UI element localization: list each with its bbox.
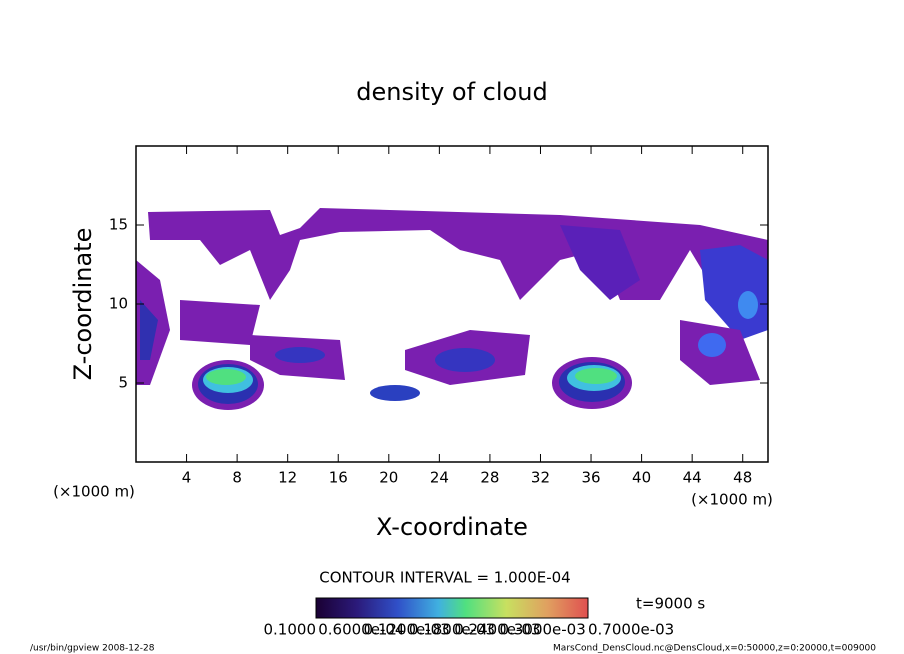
footer-left: /usr/bin/gpview 2008-12-28 bbox=[30, 644, 155, 654]
y-tick-label: 5 bbox=[118, 374, 128, 392]
x-tick-label: 40 bbox=[632, 469, 651, 487]
x-tick-label: 16 bbox=[329, 469, 348, 487]
x-tick-label: 48 bbox=[733, 469, 752, 487]
x-unit-right: (×1000 m) bbox=[691, 491, 773, 509]
y-tick-label: 15 bbox=[109, 216, 128, 234]
x-tick-label: 32 bbox=[531, 469, 550, 487]
x-tick-label: 20 bbox=[379, 469, 398, 487]
footer-right: MarsCond_DensCloud.nc@DensCloud,x=0:5000… bbox=[553, 644, 876, 654]
colorbar bbox=[315, 597, 589, 619]
colorbar-label: 0.3000e-03 bbox=[500, 621, 586, 639]
x-tick-label: 44 bbox=[683, 469, 702, 487]
y-axis-title: Z-coordinate bbox=[69, 228, 97, 381]
colorbar-label: 0.6000e-04 bbox=[318, 621, 404, 639]
x-unit-left: (×1000 m) bbox=[53, 483, 135, 501]
colorbar-labels: 0.1000 0.6000e-040.1200e-030.1800e-030.24… bbox=[264, 621, 675, 639]
colorbar-label: 0.1200e-03 bbox=[364, 621, 450, 639]
x-tick-label: 28 bbox=[480, 469, 499, 487]
x-tick-label: 12 bbox=[278, 469, 297, 487]
colorbar-label: 0.1000 bbox=[264, 621, 317, 639]
colorbar-label: 0.1800e-03 bbox=[409, 621, 495, 639]
contour-interval: CONTOUR INTERVAL = 1.000E-04 bbox=[319, 569, 570, 587]
chart-title: density of cloud bbox=[356, 78, 547, 106]
colorbar-label: 0.7000e-03 bbox=[588, 621, 674, 639]
x-tick-label: 36 bbox=[581, 469, 600, 487]
x-axis-title: X-coordinate bbox=[376, 513, 528, 541]
cloud-field bbox=[136, 208, 768, 410]
y-tick-label: 10 bbox=[109, 295, 128, 313]
x-tick-label: 24 bbox=[430, 469, 449, 487]
colorbar-label: 0.2400e-03 bbox=[454, 621, 540, 639]
x-tick-label: 4 bbox=[182, 469, 192, 487]
time-label: t=9000 s bbox=[636, 595, 705, 613]
x-tick-label: 8 bbox=[232, 469, 242, 487]
